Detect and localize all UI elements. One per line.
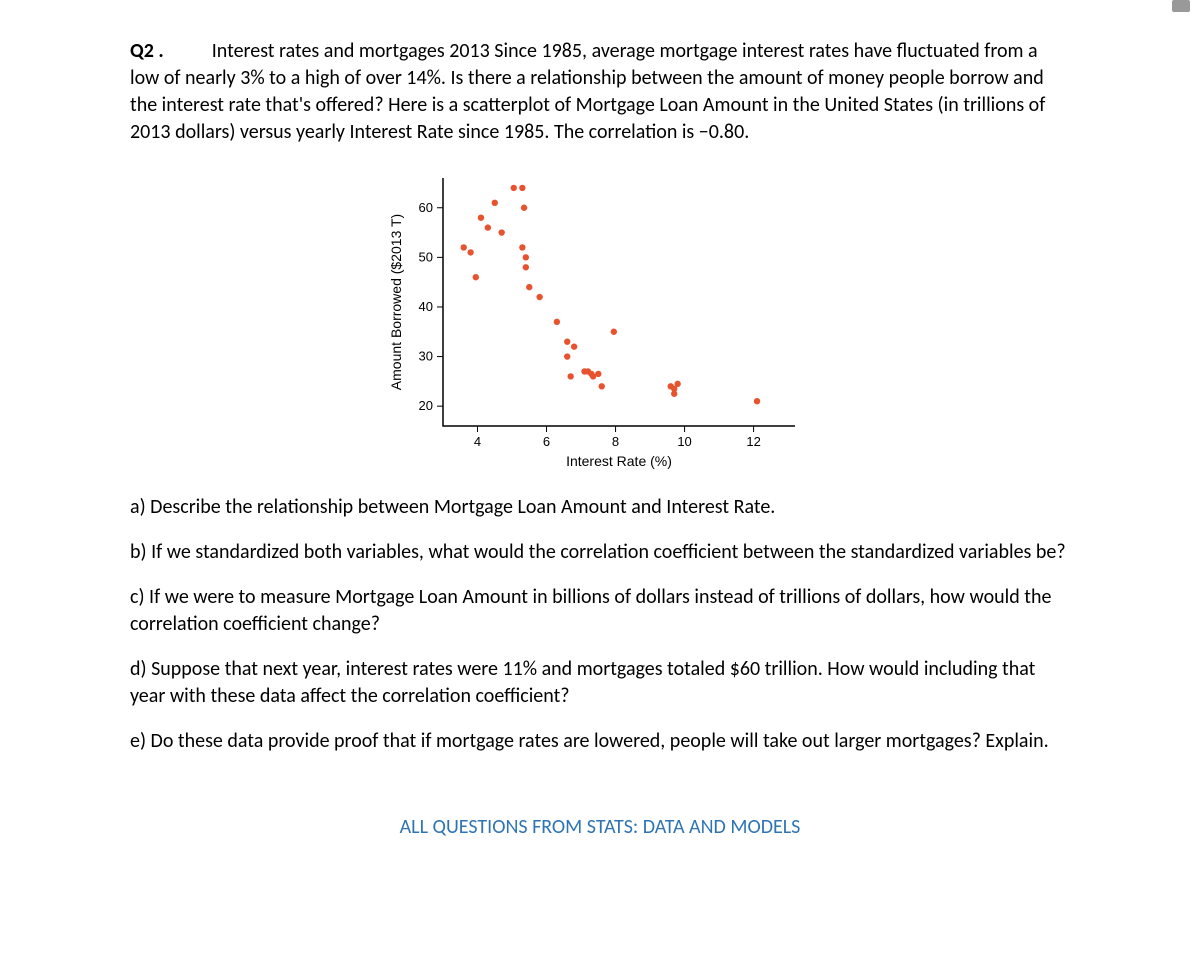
part-b: b) If we standardized both variables, wh… [130, 539, 1070, 566]
svg-text:Amount Borrowed ($2013 T): Amount Borrowed ($2013 T) [388, 214, 404, 390]
svg-text:30: 30 [419, 349, 433, 364]
svg-text:8: 8 [612, 434, 619, 449]
scatter-chart: 20 30 40 50 60 4 6 8 10 12 Interest Rate (%) Amount… [130, 166, 1070, 476]
question-label: Q2 . [130, 39, 164, 63]
svg-text:40: 40 [419, 299, 433, 314]
question-body: Interest rates and mortgages 2013 Since … [130, 39, 1045, 144]
source-footer: ALL QUESTIONS FROM STATS: DATA AND MODEL… [130, 815, 1070, 839]
svg-text:20: 20 [419, 398, 433, 413]
svg-text:12: 12 [746, 434, 760, 449]
part-e: e) Do these data provide proof that if m… [130, 728, 1070, 755]
scatter-svg: 20 30 40 50 60 4 6 8 10 12 Interest Rate (%) Amount… [385, 166, 815, 476]
scrollbar-thumb[interactable] [1172, 0, 1190, 12]
question-parts: a) Describe the relationship between Mor… [130, 494, 1070, 755]
svg-text:60: 60 [419, 200, 433, 215]
question-text: Q2 .Interest rates and mortgages 2013 Si… [130, 38, 1070, 146]
part-c: c) If we were to measure Mortgage Loan A… [130, 584, 1070, 638]
svg-text:50: 50 [419, 249, 433, 264]
svg-text:4: 4 [474, 434, 481, 449]
part-a: a) Describe the relationship between Mor… [130, 494, 1070, 521]
scrollbar-track[interactable] [1172, 0, 1190, 959]
part-d: d) Suppose that next year, interest rate… [130, 656, 1070, 710]
svg-text:10: 10 [677, 434, 691, 449]
svg-text:6: 6 [543, 434, 550, 449]
page: Q2 .Interest rates and mortgages 2013 Si… [0, 0, 1200, 959]
svg-text:Interest Rate (%): Interest Rate (%) [566, 453, 672, 469]
